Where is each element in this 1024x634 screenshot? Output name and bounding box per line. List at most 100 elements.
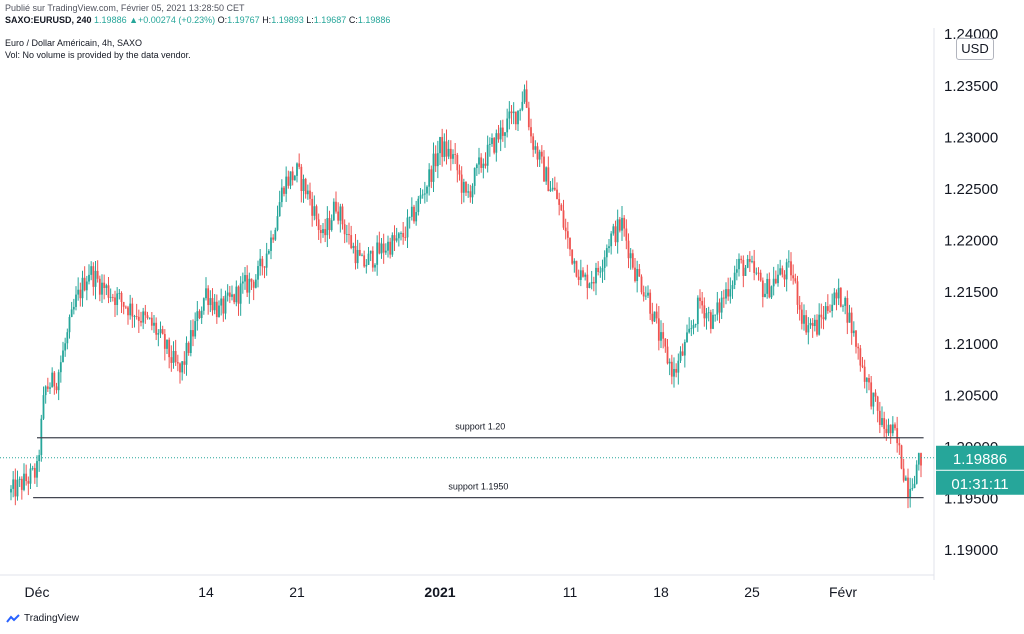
candle-body <box>820 314 823 318</box>
candle-body <box>573 260 576 264</box>
candle-body <box>192 330 194 337</box>
candle-body <box>536 146 539 160</box>
candle-body <box>447 148 450 157</box>
candle-body <box>514 111 517 125</box>
candle-body <box>911 488 914 489</box>
candle-body <box>287 176 290 186</box>
y-tick-label: 1.22000 <box>944 233 998 250</box>
candle-body <box>81 277 84 299</box>
candle-body <box>534 146 537 150</box>
candle-body <box>915 464 918 484</box>
candle-body <box>16 479 19 497</box>
price-change: +0.00274 (+0.23%) <box>138 15 216 25</box>
candle-body <box>508 111 511 119</box>
candle-body <box>445 141 448 157</box>
candle-body <box>822 317 825 320</box>
candle-body <box>803 315 805 324</box>
candle-body <box>27 481 30 484</box>
candle-body <box>551 187 554 190</box>
candle-body <box>471 185 474 198</box>
candle-body <box>688 328 691 333</box>
candle-body <box>272 237 275 240</box>
candle-body <box>816 319 818 335</box>
candle-body <box>345 234 348 235</box>
y-tick-label: 1.19000 <box>944 542 998 559</box>
candle-body <box>662 332 665 339</box>
candle-body <box>215 301 218 318</box>
candle-body <box>202 298 205 311</box>
candle-body <box>330 220 333 231</box>
candle-body <box>410 206 413 217</box>
candle-body <box>618 219 621 231</box>
candle-body <box>902 468 905 481</box>
y-tick-label: 1.21500 <box>944 284 998 301</box>
chart-title: Euro / Dollar Américain, 4h, SAXO <box>5 38 143 48</box>
candle-body <box>183 361 186 365</box>
candle-body <box>300 166 303 192</box>
candle-body <box>588 283 591 288</box>
candle-body <box>729 289 732 297</box>
candle-body <box>779 268 782 275</box>
candle-body <box>852 330 855 334</box>
candle-body <box>883 418 886 429</box>
candle-body <box>870 382 873 407</box>
candle-body <box>389 241 392 255</box>
candle-body <box>129 303 132 316</box>
candle-body <box>469 191 472 198</box>
candle-body <box>774 278 777 284</box>
candle-body <box>900 445 903 469</box>
candle-body <box>135 316 138 317</box>
candle-body <box>785 262 788 280</box>
candle-body <box>23 473 25 490</box>
candle-body <box>566 231 569 238</box>
tradingview-brand: TradingView <box>6 613 79 624</box>
candle-body <box>839 287 842 307</box>
candle-body <box>131 303 134 317</box>
published-note: Publié sur TradingView.com, Février 05, … <box>5 3 245 13</box>
candle-body <box>157 332 160 335</box>
candle-body <box>878 410 881 425</box>
candle-body <box>124 306 127 308</box>
candle-body <box>595 267 597 284</box>
candle-body <box>512 111 515 114</box>
candle-body <box>692 325 695 329</box>
candle-body <box>452 154 454 159</box>
close-label: C: <box>348 15 358 25</box>
candle-body <box>538 151 541 160</box>
candle-body <box>705 313 708 319</box>
candle-body <box>432 153 435 182</box>
candle-body <box>402 233 405 238</box>
candle-body <box>907 477 909 498</box>
candle-body <box>261 258 264 267</box>
candle-body <box>846 298 849 323</box>
candle-body <box>818 314 821 335</box>
candle-body <box>772 278 775 287</box>
candle-body <box>36 461 38 478</box>
candle-body <box>872 392 875 407</box>
candle-body <box>185 342 188 365</box>
candle-body <box>530 127 532 137</box>
candle-body <box>677 360 680 373</box>
candle-body <box>317 219 320 230</box>
candle-body <box>75 294 77 307</box>
candle-body <box>673 368 675 377</box>
candle-body <box>501 127 504 136</box>
candle-body <box>642 292 645 297</box>
candle-body <box>12 479 15 489</box>
candle-body <box>517 110 519 125</box>
candle-body <box>64 343 67 351</box>
candle-body <box>18 478 21 480</box>
candle-body <box>829 310 831 312</box>
candle-body <box>391 235 394 255</box>
candle-body <box>439 137 441 154</box>
candle-body <box>51 372 54 388</box>
candle-body <box>144 311 147 316</box>
candle-body <box>835 292 838 299</box>
candle-body <box>540 151 543 157</box>
candle-body <box>380 243 383 254</box>
currency-button[interactable]: USD <box>956 38 994 60</box>
candle-body <box>332 201 335 221</box>
candle-body <box>896 428 899 444</box>
candle-body <box>46 386 49 389</box>
